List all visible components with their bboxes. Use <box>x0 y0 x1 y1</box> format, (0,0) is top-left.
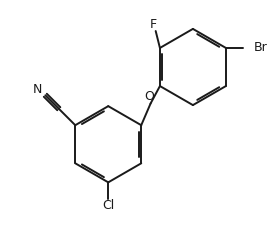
Text: F: F <box>150 18 157 31</box>
Text: Cl: Cl <box>102 199 114 212</box>
Text: O: O <box>144 90 155 103</box>
Text: Br: Br <box>253 41 267 54</box>
Text: N: N <box>33 83 42 96</box>
